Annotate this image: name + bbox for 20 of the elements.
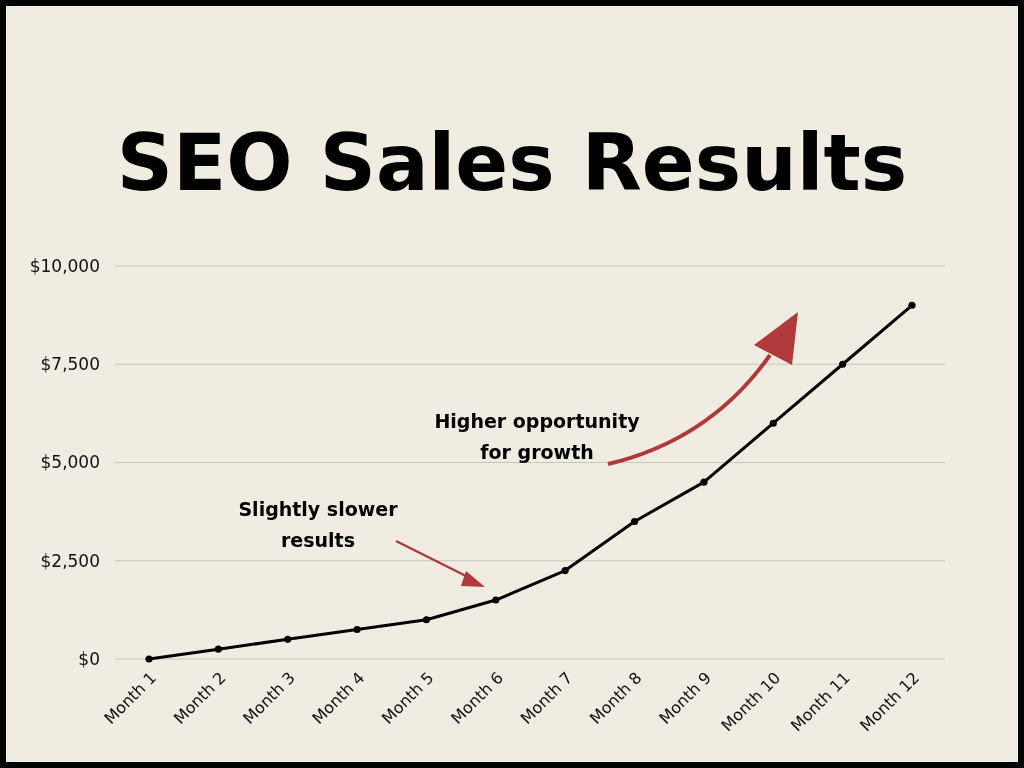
- annotation: Higher opportunity for growth: [434, 410, 641, 463]
- y-tick-label: $2,500: [40, 550, 100, 571]
- point: [284, 635, 292, 643]
- point: [839, 360, 847, 368]
- point: [630, 517, 639, 526]
- y-tick-label: $5,000: [40, 452, 100, 473]
- point: [908, 301, 916, 309]
- y-tick-label: $0: [78, 648, 100, 669]
- point: [214, 645, 222, 653]
- point: [769, 419, 777, 427]
- y-tick-label: $7,500: [40, 354, 100, 375]
- point: [492, 596, 500, 604]
- point: [353, 625, 361, 634]
- point: [145, 655, 153, 663]
- y-tick-label: $10,000: [29, 255, 100, 276]
- point: [700, 478, 708, 486]
- annotation: Slightly slower results: [238, 498, 399, 551]
- point: [422, 616, 431, 624]
- chart-title: SEO Sales Results: [116, 118, 908, 208]
- point: [561, 567, 569, 575]
